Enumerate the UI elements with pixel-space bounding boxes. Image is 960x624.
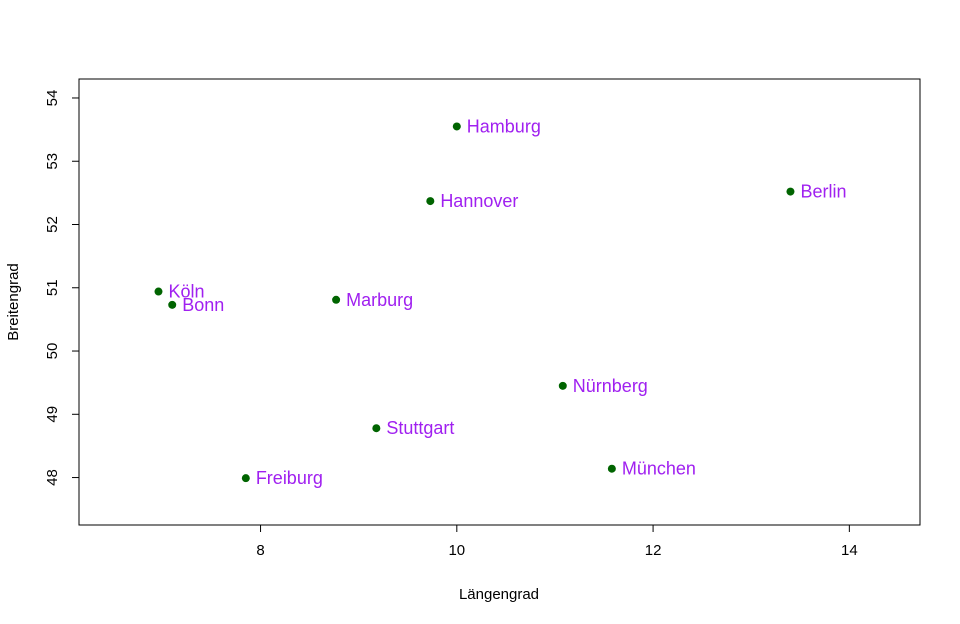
point-label: Berlin [800, 182, 846, 202]
data-points [154, 122, 795, 483]
point-label: Freiburg [256, 468, 323, 488]
y-tick-label: 54 [44, 90, 61, 107]
data-point [558, 381, 567, 390]
data-point [168, 300, 177, 309]
data-point [786, 187, 795, 196]
y-tick-label: 51 [44, 279, 61, 296]
x-axis: 8 10 12 14 [256, 524, 858, 559]
y-axis: 48 49 50 51 52 53 54 [44, 90, 80, 486]
point-label: Köln [168, 282, 204, 302]
data-point [452, 122, 461, 131]
data-point [332, 295, 341, 304]
x-tick-label: 14 [841, 542, 858, 559]
point-label: Hamburg [467, 116, 541, 136]
data-point [372, 424, 381, 433]
point-label: Bonn [182, 295, 224, 315]
data-point [154, 287, 163, 296]
x-tick-label: 10 [448, 542, 465, 559]
x-tick-label: 12 [645, 542, 662, 559]
y-tick-label: 49 [44, 406, 61, 423]
y-axis-title: Breitengrad [5, 263, 22, 341]
x-axis-title: Längengrad [459, 586, 539, 603]
point-label: Stuttgart [386, 418, 454, 438]
y-tick-label: 52 [44, 216, 61, 233]
data-point [241, 474, 250, 483]
x-tick-label: 8 [256, 542, 264, 559]
point-label: Marburg [346, 290, 413, 310]
y-tick-label: 53 [44, 153, 61, 170]
point-label: Hannover [440, 191, 518, 211]
data-point [426, 197, 435, 206]
point-label: Nürnberg [573, 376, 648, 396]
y-tick-label: 48 [44, 469, 61, 486]
y-tick-label: 50 [44, 343, 61, 360]
data-point [607, 464, 616, 473]
point-label: München [622, 459, 696, 479]
